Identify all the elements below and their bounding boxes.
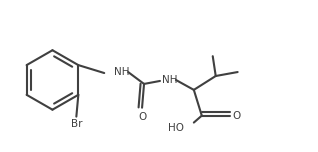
Text: HO: HO — [168, 123, 184, 133]
Text: NH: NH — [114, 67, 130, 77]
Text: O: O — [138, 112, 146, 122]
Text: NH: NH — [162, 75, 177, 85]
Text: Br: Br — [71, 119, 82, 129]
Text: O: O — [233, 111, 241, 121]
